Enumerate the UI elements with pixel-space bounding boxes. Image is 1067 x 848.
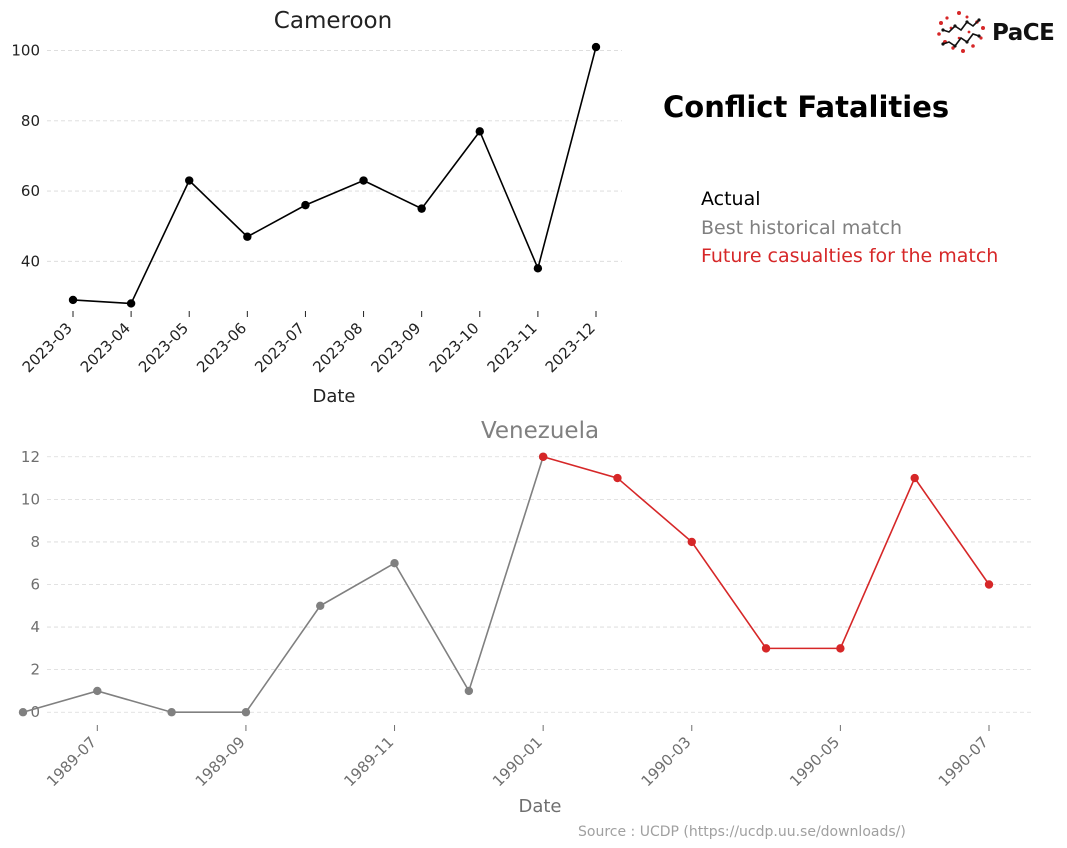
- data-point: [359, 176, 368, 185]
- legend-item-historical-match: Best historical match: [701, 216, 902, 239]
- x-tick-label: 1990-01: [489, 733, 546, 790]
- y-tick-label: 80: [21, 112, 40, 130]
- data-point: [390, 559, 399, 568]
- x-tick-label: 2023-05: [135, 319, 192, 376]
- pace-logo-text: PaCE: [992, 20, 1055, 46]
- x-tick-label: 2023-03: [19, 319, 76, 376]
- x-tick-label: 1989-07: [43, 733, 100, 790]
- legend-item-actual: Actual: [701, 188, 761, 210]
- source-note: Source : UCDP (https://ucdp.uu.se/downlo…: [578, 824, 906, 840]
- data-point: [464, 686, 474, 696]
- chart-title: Cameroon: [274, 8, 392, 34]
- x-axis-label: Date: [312, 386, 355, 407]
- data-point: [18, 708, 28, 717]
- data-point: [316, 601, 325, 610]
- y-tick-label: 8: [30, 533, 40, 551]
- figure-title: Conflict Fatalities: [663, 90, 950, 124]
- x-tick-label: 2023-08: [309, 319, 366, 376]
- data-point: [538, 452, 548, 461]
- data-point: [243, 232, 252, 241]
- y-tick-label: 10: [21, 490, 40, 508]
- x-tick-label: 2023-06: [193, 319, 250, 376]
- data-point: [910, 473, 919, 483]
- data-point: [167, 708, 176, 717]
- series-line: [72, 46, 597, 305]
- x-tick-label: 2023-11: [484, 319, 541, 376]
- data-point: [984, 580, 994, 589]
- data-point: [613, 473, 622, 483]
- data-point: [836, 644, 845, 653]
- chart-title: Venezuela: [481, 418, 599, 444]
- data-point: [417, 204, 426, 213]
- x-tick-label: 1989-11: [340, 733, 397, 790]
- x-tick-label: 1990-03: [638, 733, 695, 790]
- data-point: [93, 686, 102, 696]
- data-point: [301, 200, 310, 210]
- series-line: [542, 456, 990, 650]
- pace-logo-icon: [937, 11, 985, 53]
- data-point: [761, 644, 771, 653]
- data-point: [68, 295, 78, 305]
- x-tick-label: 2023-12: [542, 319, 599, 376]
- y-tick-label: 100: [11, 42, 40, 60]
- data-point: [241, 708, 251, 717]
- y-tick-label: 2: [30, 661, 40, 679]
- y-tick-label: 12: [21, 448, 40, 466]
- x-tick-label: 1989-09: [192, 733, 249, 790]
- y-tick-label: 40: [21, 252, 40, 270]
- y-tick-label: 6: [30, 576, 40, 594]
- series-line: [22, 456, 544, 714]
- data-point: [475, 127, 484, 136]
- x-tick-label: 2023-07: [251, 319, 308, 376]
- data-point: [185, 176, 194, 185]
- y-tick-label: 4: [30, 618, 40, 636]
- x-tick-label: 2023-10: [426, 319, 483, 376]
- pace-logo: PaCE: [933, 8, 1055, 58]
- data-point: [533, 264, 543, 273]
- data-point: [126, 299, 136, 308]
- x-tick-label: 1990-05: [786, 733, 843, 790]
- y-tick-label: 60: [21, 182, 40, 200]
- x-tick-label: 1990-07: [935, 733, 992, 790]
- data-point: [591, 42, 601, 52]
- venezuela-chart: 0 2 4 6 8 10 12 1989-07 1989-09 1989-11 1990-01 199…: [18, 418, 1032, 817]
- y-tick-label: 0: [30, 703, 40, 721]
- data-point: [687, 537, 696, 547]
- x-tick-label: 2023-04: [77, 319, 134, 376]
- legend: Actual Best historical match Future casu…: [701, 185, 998, 271]
- x-axis-label: Date: [518, 796, 561, 817]
- legend-item-future-casualties: Future casualties for the match: [701, 245, 999, 267]
- x-tick-label: 2023-09: [367, 319, 424, 376]
